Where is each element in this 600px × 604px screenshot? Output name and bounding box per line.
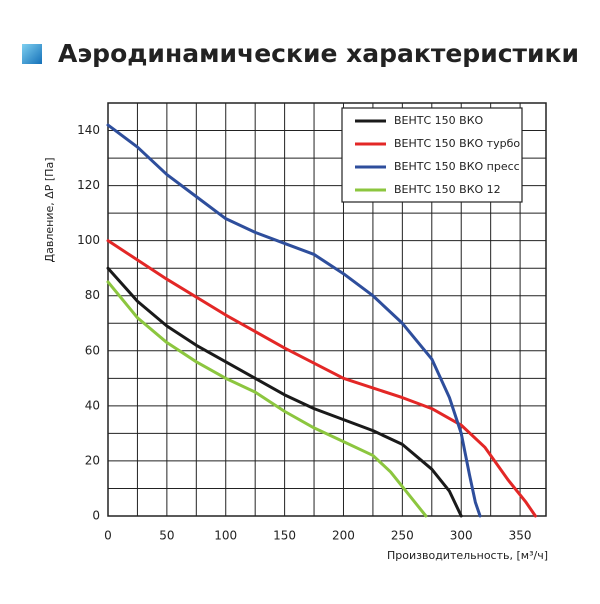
line-series (106, 239, 537, 518)
y-tick-label: 100 (77, 233, 100, 247)
legend-label: ВЕНТС 150 ВКО (394, 114, 484, 127)
x-tick-label: 0 (104, 529, 112, 543)
title-icon (22, 44, 42, 64)
y-tick-label: 40 (85, 398, 100, 412)
y-tick-label: 60 (85, 343, 100, 357)
y-tick-label: 0 (92, 509, 100, 523)
legend-label: ВЕНТС 150 ВКО турбо (394, 137, 520, 150)
x-tick-label: 250 (391, 529, 414, 543)
y-tick-label: 140 (77, 123, 100, 137)
x-axis-label: Производительность, [м³/ч] (387, 549, 548, 562)
line-series (106, 266, 463, 518)
x-tick-label: 150 (273, 529, 296, 543)
y-tick-label: 80 (85, 288, 100, 302)
y-axis-label: Давление, ΔР [Па] (43, 158, 56, 263)
x-tick-label: 300 (450, 529, 473, 543)
y-tick-label: 20 (85, 453, 100, 467)
x-tick-label: 50 (159, 529, 174, 543)
y-tick-label: 120 (77, 178, 100, 192)
legend-label: ВЕНТС 150 ВКО пресс (394, 160, 520, 173)
x-tick-label: 100 (214, 529, 237, 543)
x-tick-label: 200 (332, 529, 355, 543)
chart-title: Аэродинамические характеристики (58, 39, 579, 68)
line-series (106, 280, 428, 518)
plot-frame (107, 102, 547, 517)
x-tick-label: 350 (509, 529, 532, 543)
line-series (106, 123, 482, 518)
legend-box (341, 107, 523, 203)
legend-label: ВЕНТС 150 ВКО 12 (394, 183, 501, 196)
